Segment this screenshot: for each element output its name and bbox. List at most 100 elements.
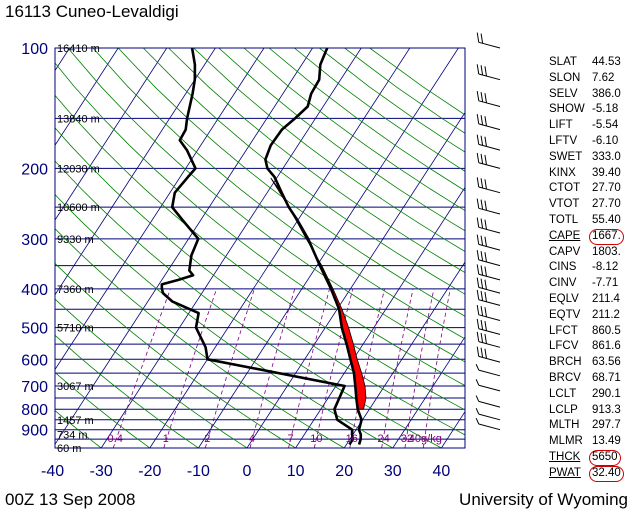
mixing-ratio-label: 1 xyxy=(163,433,169,445)
wind-barb-feather xyxy=(484,252,487,263)
wind-barb-feather xyxy=(480,65,484,76)
mixing-ratio-label: 2 xyxy=(204,433,210,445)
index-row-mlmr: MLMR 13.49 xyxy=(549,434,624,450)
index-row-lftv: LFTV -6.10 xyxy=(549,134,624,150)
plot-frame xyxy=(54,47,466,449)
index-value: -6.10 xyxy=(592,134,619,147)
index-name: SHOW xyxy=(549,103,585,116)
index-value: 1667. xyxy=(589,228,624,245)
wind-barb-feather xyxy=(484,291,487,302)
wind-barb-feather xyxy=(480,153,484,164)
mixing-ratio-label: 7 xyxy=(287,433,293,445)
dry-adiabat-line xyxy=(55,298,248,448)
wind-barb-feather xyxy=(480,251,484,262)
index-value: 211.4 xyxy=(592,292,620,305)
wind-barb-staff xyxy=(478,423,501,431)
index-name: SELV xyxy=(549,87,578,100)
dry-adiabat-line xyxy=(193,48,465,252)
wind-barb-feather xyxy=(476,114,480,124)
index-row-cins: CINS -8.12 xyxy=(549,260,624,276)
wind-barb-feather xyxy=(476,264,480,275)
mixing-ratio-line xyxy=(112,288,171,448)
wind-barb-feather xyxy=(480,306,484,316)
station-title: 16113 Cuneo-Levaldigi xyxy=(5,2,179,21)
index-row-lfcv: LFCV 861.6 xyxy=(549,339,624,355)
index-value: 297.7 xyxy=(592,419,621,432)
wind-barb xyxy=(476,277,501,294)
index-row-lfct: LFCT 860.5 xyxy=(549,324,624,340)
index-row-selv: SELV 386.0 xyxy=(549,87,624,103)
wind-barb xyxy=(476,64,501,81)
dry-adiabat-line xyxy=(55,410,102,448)
wind-barb-staff xyxy=(478,299,501,306)
index-row-lclt: LCLT 290.1 xyxy=(549,387,624,403)
index-row-eqlv: EQLV 211.4 xyxy=(549,292,624,308)
index-row-slat: SLAT 44.53 xyxy=(549,55,624,71)
wind-barb-feather xyxy=(484,279,487,290)
height-label: 7360 m xyxy=(57,284,94,296)
wind-barb-feather xyxy=(480,332,484,343)
index-row-brch: BRCH 63.56 xyxy=(549,355,624,371)
index-name: CAPV xyxy=(549,245,581,258)
wind-barb-feather xyxy=(476,234,480,245)
wind-barb xyxy=(475,417,501,431)
wind-barb-feather xyxy=(484,320,487,331)
wind-barb xyxy=(475,408,501,421)
index-row-pwat: PWAT 32.40 xyxy=(549,465,624,482)
temperature-profile xyxy=(264,48,363,445)
index-row-swet: SWET 333.0 xyxy=(549,150,624,166)
index-name: EQTV xyxy=(549,308,581,321)
mixing-ratio-line xyxy=(204,288,255,448)
height-label: 13840 m xyxy=(57,113,100,125)
wind-barb-staff xyxy=(478,100,501,107)
height-label: 5710 m xyxy=(57,323,94,335)
wind-barb xyxy=(475,395,501,408)
isotherm-line xyxy=(55,48,265,371)
temperature-tick-label: -40 xyxy=(41,463,64,480)
index-value: 211.2 xyxy=(592,308,620,321)
index-value: -8.12 xyxy=(592,261,619,274)
wind-barb-feather xyxy=(476,318,480,329)
temperature-tick-label: -10 xyxy=(187,463,210,480)
dry-adiabat-line xyxy=(55,193,393,448)
index-value: 333.0 xyxy=(592,150,621,163)
wind-barb-feather xyxy=(476,152,480,163)
sounding-indices-table: SLAT 44.53 SLON 7.62 SELV 386.0 SHOW -5.18 LIFT -… xyxy=(549,55,624,482)
wind-barbs xyxy=(475,32,501,431)
wind-barb-feather xyxy=(480,115,484,126)
wind-barb xyxy=(476,152,501,169)
index-name: PWAT xyxy=(549,466,581,479)
index-name: BRCV xyxy=(549,371,581,384)
wind-barb-staff xyxy=(478,243,501,251)
isotherm-line xyxy=(295,186,465,448)
index-value: 27.70 xyxy=(592,198,621,211)
pressure-tick-label: 400 xyxy=(21,282,48,299)
index-name: VTOT xyxy=(549,198,580,211)
isotherm-line xyxy=(343,261,465,448)
index-row-kinx: KINX 39.40 xyxy=(549,166,624,182)
wind-barb-feather xyxy=(475,379,480,386)
index-value: 44.53 xyxy=(592,56,621,68)
wind-barb-feather xyxy=(480,178,484,189)
pressure-tick-label: 200 xyxy=(21,161,48,178)
mixing-ratio-label: 10 xyxy=(310,433,322,445)
index-value: 5650 xyxy=(589,449,621,466)
index-row-ctot: CTOT 27.70 xyxy=(549,181,624,197)
date-label: 00Z 13 Sep 2008 xyxy=(5,490,136,509)
wind-barb-staff xyxy=(478,384,501,392)
temperature-tick-label: 10 xyxy=(287,463,305,480)
height-label: 16410 m xyxy=(57,43,100,55)
index-row-thck: THCK 5650 xyxy=(549,449,624,466)
mixing-ratio-label: 40g/kg xyxy=(409,433,442,445)
temperature-tick-label: -30 xyxy=(90,463,113,480)
height-label: 3067 m xyxy=(57,381,94,393)
wind-barb xyxy=(475,379,501,392)
wind-barb-feather xyxy=(484,236,487,247)
index-row-cape: CAPE 1667. xyxy=(549,228,624,245)
wind-barb-feather xyxy=(484,333,487,344)
wind-barb xyxy=(476,90,501,107)
wind-barb-feather xyxy=(484,93,487,103)
wind-barb-feather xyxy=(476,64,480,75)
dry-adiabat-line xyxy=(55,334,199,448)
wind-barb-staff xyxy=(478,314,501,321)
